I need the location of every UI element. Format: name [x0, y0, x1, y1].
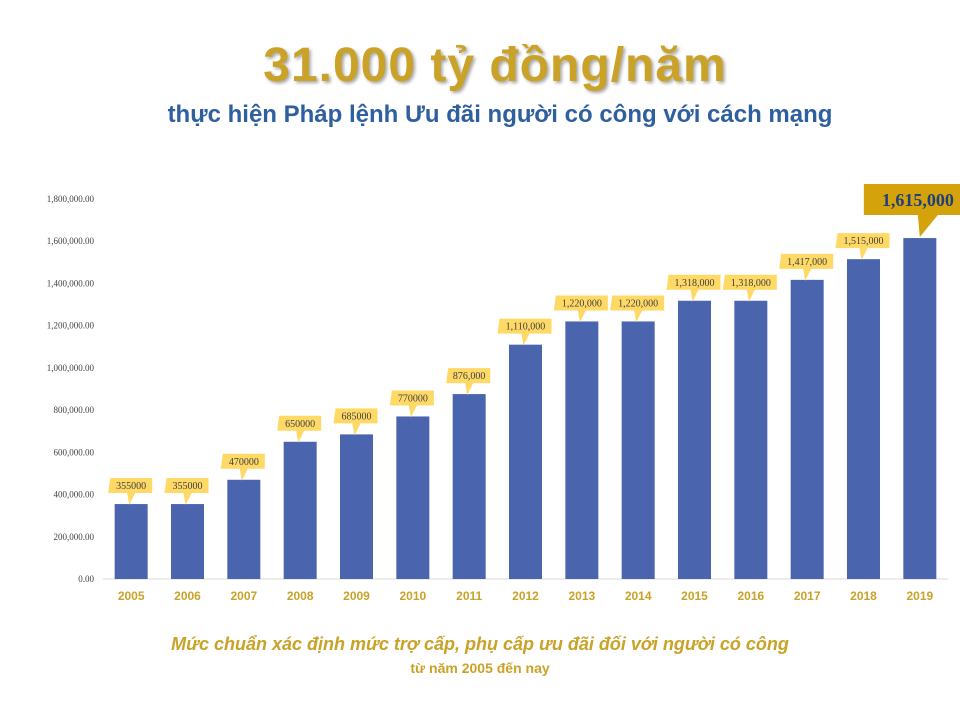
data-label: 650000 — [285, 419, 315, 430]
chart-caption: Mức chuẩn xác định mức trợ cấp, phụ cấp … — [171, 634, 789, 654]
chart-caption-sub: từ năm 2005 đến nay — [410, 660, 550, 676]
bar — [734, 300, 768, 579]
data-label-callout — [277, 415, 322, 443]
data-label: 355000 — [116, 481, 146, 492]
data-label-callout — [446, 368, 491, 396]
y-tick-label: 1,200,000.00 — [47, 321, 95, 331]
bar-chart: 0.00 200,000.00 400,000.00 600,000.00 800,00… — [47, 184, 960, 603]
data-label: 1,515,000 — [844, 236, 884, 247]
data-label: 1,318,000 — [731, 278, 771, 289]
data-label: 1,220,000 — [618, 298, 658, 309]
x-tick-label: 2019 — [906, 589, 933, 603]
x-tick-label: 2017 — [794, 589, 821, 603]
data-label-callout — [108, 478, 153, 506]
x-tick-label: 2016 — [737, 589, 764, 603]
y-tick-label: 1,800,000.00 — [47, 194, 95, 204]
bar — [790, 279, 824, 579]
bar — [678, 300, 711, 579]
data-label: 1,615,000 — [882, 190, 954, 210]
y-tick-label: 200,000.00 — [54, 532, 95, 542]
data-label: 1,220,000 — [562, 298, 602, 309]
bar — [847, 259, 880, 579]
chart-subtitle: thực hiện Pháp lệnh Ưu đãi người có công… — [167, 101, 833, 128]
data-label: 470000 — [229, 457, 259, 468]
data-label-callout — [164, 478, 209, 506]
bar — [340, 434, 373, 579]
x-tick-label: 2008 — [287, 589, 314, 603]
data-label: 1,318,000 — [675, 278, 715, 289]
bar — [903, 238, 937, 580]
bar — [283, 441, 317, 579]
y-tick-label: 1,600,000.00 — [47, 236, 95, 246]
y-tick-label: 1,000,000.00 — [47, 363, 95, 373]
y-tick-label: 0.00 — [78, 574, 94, 584]
y-tick-label: 800,000.00 — [54, 405, 95, 415]
data-label-callout — [610, 295, 665, 323]
x-tick-label: 2014 — [625, 589, 652, 603]
y-tick-label: 1,400,000.00 — [47, 278, 95, 288]
bar — [452, 394, 486, 579]
data-label-callout — [722, 274, 777, 302]
bar — [227, 479, 261, 579]
bar — [114, 504, 148, 579]
bar — [621, 321, 655, 579]
x-tick-label: 2015 — [681, 589, 708, 603]
x-tick-label: 2018 — [850, 589, 877, 603]
data-label: 685000 — [342, 411, 372, 422]
bar — [509, 344, 542, 579]
data-label-callout — [779, 253, 834, 281]
x-tick-label: 2010 — [399, 589, 426, 603]
data-label: 876,000 — [453, 371, 486, 382]
data-label: 1,110,000 — [506, 322, 546, 333]
data-label-callout — [220, 453, 265, 481]
highlight-label-callout — [863, 184, 960, 238]
bar — [565, 321, 599, 579]
data-label: 770000 — [398, 393, 428, 404]
x-tick-label: 2009 — [343, 589, 370, 603]
data-label: 1,417,000 — [787, 257, 827, 268]
x-tick-label: 2007 — [230, 589, 257, 603]
bar — [396, 416, 430, 579]
data-label-callout — [389, 390, 434, 418]
x-tick-label: 2005 — [118, 589, 145, 603]
y-tick-label: 600,000.00 — [54, 447, 95, 457]
data-label-callout — [333, 408, 378, 436]
y-tick-label: 400,000.00 — [54, 490, 95, 500]
x-tick-label: 2012 — [512, 589, 539, 603]
x-tick-label: 2011 — [456, 589, 482, 603]
data-label-callout — [553, 295, 608, 323]
data-label-callout — [835, 233, 890, 261]
bar — [171, 504, 204, 579]
x-tick-label: 2013 — [568, 589, 595, 603]
data-label: 355000 — [173, 481, 203, 492]
data-label-callout — [497, 318, 552, 346]
x-tick-label: 2006 — [174, 589, 201, 603]
data-label-callout — [666, 274, 721, 302]
chart-title: 31.000 tỷ đồng/năm — [263, 39, 727, 92]
